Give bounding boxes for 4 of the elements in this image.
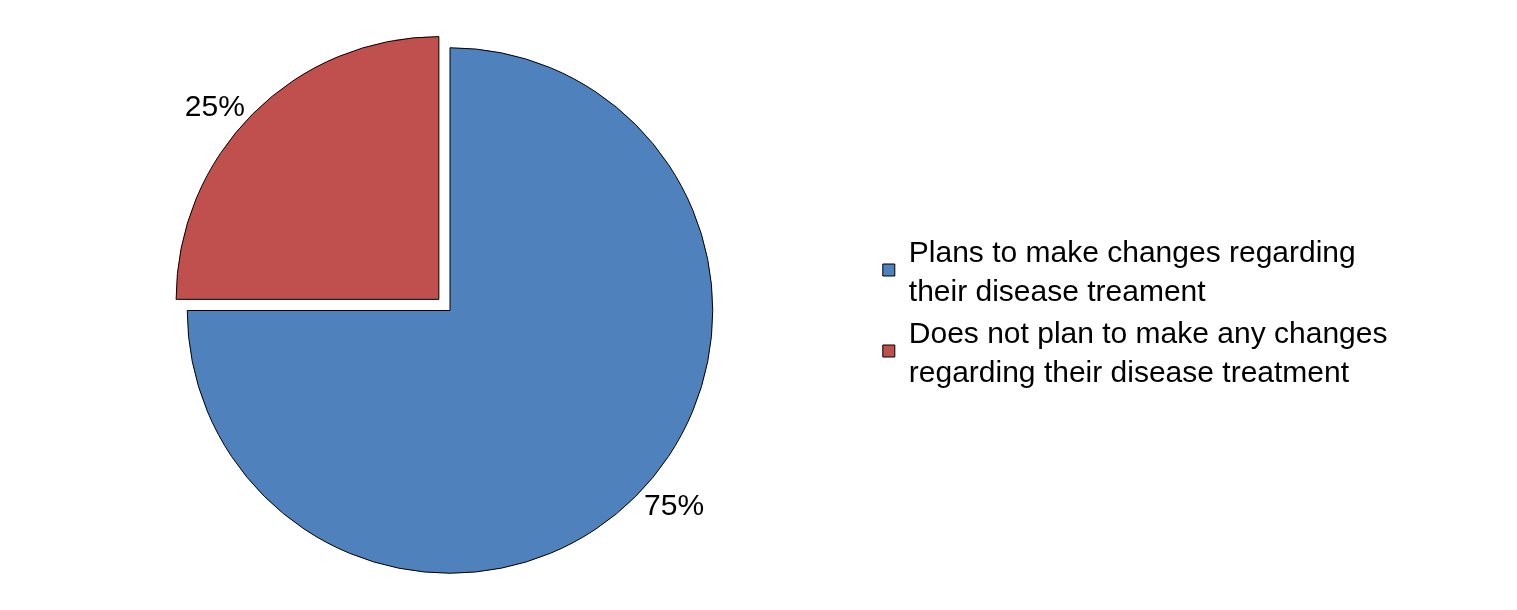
data-label: 75%: [644, 488, 705, 522]
legend-label: Does not plan to make any changes regarding their disease treatment: [908, 316, 1388, 389]
legend-label: Plans to make changes regarding their disease treament: [908, 235, 1356, 308]
data-label: 25%: [184, 88, 245, 122]
